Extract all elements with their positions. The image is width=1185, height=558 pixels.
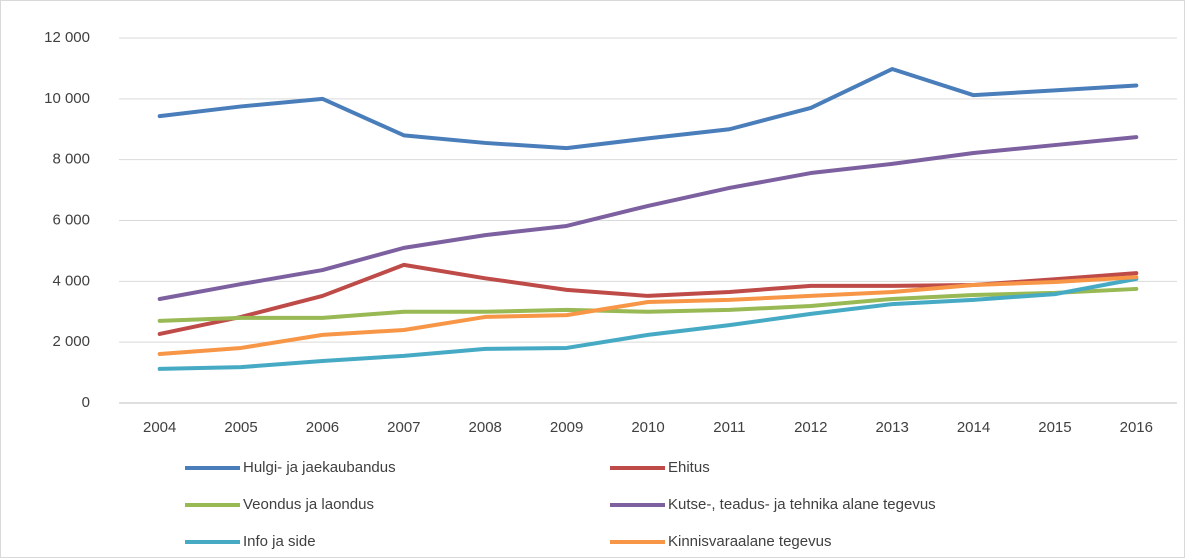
y-tick-label: 8 000 (52, 151, 90, 168)
x-tick-label: 2013 (875, 419, 908, 436)
legend-label: Kinnisvaraalane tegevus (668, 533, 831, 550)
x-tick-label: 2014 (957, 419, 990, 436)
series-line (157, 67, 1139, 151)
y-tick-label: 6 000 (52, 211, 90, 228)
x-tick-label: 2008 (469, 419, 502, 436)
x-tick-label: 2007 (387, 419, 420, 436)
x-tick-label: 2009 (550, 419, 583, 436)
x-tick-label: 2006 (306, 419, 339, 436)
series-line (157, 276, 1139, 371)
x-tick-label: 2010 (631, 419, 664, 436)
x-tick-label: 2004 (143, 419, 176, 436)
x-tick-label: 2015 (1038, 419, 1071, 436)
y-tick-label: 10 000 (44, 90, 90, 107)
x-tick-label: 2011 (713, 419, 745, 436)
y-tick-label: 0 (82, 394, 90, 411)
legend-label: Ehitus (668, 459, 710, 476)
legend-label: Veondus ja laondus (243, 496, 374, 513)
x-tick-label: 2012 (794, 419, 827, 436)
series-line (157, 275, 1139, 357)
x-tick-label: 2016 (1120, 419, 1153, 436)
y-tick-label: 12 000 (44, 29, 90, 46)
legend-label: Info ja side (243, 533, 316, 550)
legend-label: Hulgi- ja jaekaubandus (243, 459, 396, 476)
series-line (157, 135, 1139, 301)
legend-label: Kutse-, teadus- ja tehnika alane tegevus (668, 496, 936, 513)
y-tick-label: 2 000 (52, 333, 90, 350)
y-tick-label: 4 000 (52, 272, 90, 289)
x-tick-label: 2005 (224, 419, 257, 436)
series-line (157, 286, 1139, 323)
